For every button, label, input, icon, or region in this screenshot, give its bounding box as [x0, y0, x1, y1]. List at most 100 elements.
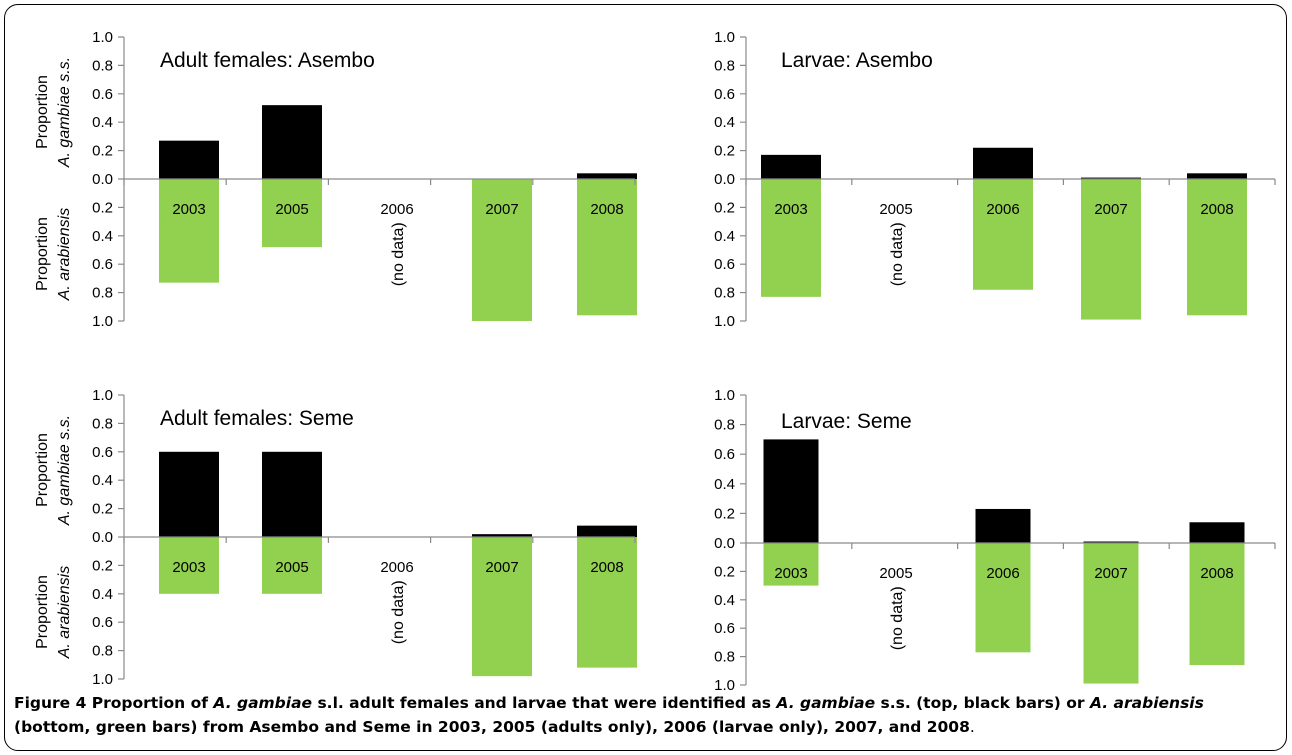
y-tick-label: 0.8 — [714, 57, 735, 74]
bar-gambiae-2008 — [577, 525, 637, 537]
category-label-2007: 2007 — [1094, 565, 1127, 582]
bar-arabiensis-2003 — [159, 537, 219, 594]
y-label-top-species: A. gambiae s.s. — [56, 415, 73, 526]
y-tick-label: 0.4 — [92, 472, 113, 489]
y-tick-label: 0.6 — [92, 614, 113, 631]
y-tick-label: 0.4 — [714, 476, 735, 493]
bar-gambiae-2008 — [1187, 173, 1247, 179]
bar-arabiensis-2008 — [1189, 543, 1245, 666]
caption-text-2: s.l. adult females and larvae that were … — [312, 694, 777, 712]
category-label-2003: 2003 — [774, 201, 807, 218]
y-tick-label: 0.6 — [92, 256, 113, 273]
y-tick-label: 0.6 — [714, 620, 735, 637]
y-tick-label: 0.6 — [714, 86, 735, 103]
no-data-annotation: (no data) — [889, 586, 906, 650]
y-label-top: Proportion — [34, 433, 51, 507]
y-label-bottom-species: A. arabiensis — [56, 208, 73, 302]
y-tick-label: 0.0 — [714, 171, 735, 188]
category-label-2006: 2006 — [986, 565, 1019, 582]
y-tick-label: 0.8 — [92, 57, 113, 74]
category-label-2005: 2005 — [275, 201, 308, 218]
y-tick-label: 0.0 — [92, 171, 113, 188]
bar-gambiae-2005 — [262, 105, 322, 179]
chart-title: Larvae: Seme — [781, 410, 912, 433]
y-tick-label: 0.2 — [92, 143, 113, 160]
bar-gambiae-2008 — [1189, 522, 1245, 543]
caption-species-2: A. gambiae — [776, 694, 876, 712]
bar-gambiae-2007 — [1083, 541, 1139, 543]
y-label-bottom-species: A. arabiensis — [56, 566, 73, 660]
category-label-2008: 2008 — [590, 559, 623, 576]
y-tick-label: 0.8 — [714, 417, 735, 434]
y-tick-label: 0.2 — [714, 563, 735, 580]
chart-panel-3: 0.0 0.2 0.4 0.6 0.8 1.0 0.2 0.4 0.6 0.8 1.0 2003 200… — [34, 387, 637, 688]
caption-text-4: (bottom, green bars) from Asembo and Sem… — [14, 718, 970, 736]
y-tick-label: 0.8 — [714, 649, 735, 666]
y-tick-label: 0.8 — [92, 415, 113, 432]
y-tick-label: 0.6 — [714, 256, 735, 273]
category-label-2003: 2003 — [774, 565, 807, 582]
y-tick-label: 1.0 — [714, 313, 735, 330]
bar-arabiensis-2006 — [975, 543, 1031, 653]
category-label-2008: 2008 — [1200, 201, 1233, 218]
y-tick-label: 0.2 — [714, 505, 735, 522]
bar-arabiensis-2008 — [577, 537, 637, 668]
bar-arabiensis-2007 — [472, 179, 532, 321]
category-label-2006: 2006 — [380, 559, 413, 576]
y-tick-label: 0.4 — [714, 228, 735, 245]
y-label-top: Proportion — [34, 75, 51, 149]
no-data-annotation: (no data) — [390, 222, 407, 286]
bar-gambiae-2006 — [973, 147, 1033, 179]
bar-gambiae-2005 — [262, 451, 322, 537]
category-label-2006: 2006 — [986, 201, 1019, 218]
y-tick-label: 0.2 — [92, 501, 113, 518]
bar-gambiae-2008 — [577, 173, 637, 179]
y-tick-label: 0.6 — [92, 86, 113, 103]
bar-arabiensis-2007 — [1083, 543, 1139, 684]
bar-arabiensis-2003 — [159, 179, 219, 283]
y-tick-label: 1.0 — [714, 29, 735, 46]
caption-text-1: Proportion of — [86, 694, 214, 712]
chart-panel-1: 0.0 0.2 0.4 0.6 0.8 1.0 0.2 0.4 0.6 0.8 1.0 2003 200… — [34, 29, 637, 330]
no-data-annotation: (no data) — [889, 222, 906, 286]
y-tick-label: 0.4 — [92, 228, 113, 245]
y-tick-label: 0.2 — [92, 557, 113, 574]
bar-arabiensis-2005 — [262, 537, 322, 594]
y-tick-label: 0.0 — [92, 529, 113, 546]
bar-arabiensis-2007 — [1081, 179, 1141, 320]
category-label-2006: 2006 — [380, 201, 413, 218]
chart-title: Larvae: Asembo — [781, 49, 933, 72]
chart-area: 0.0 0.2 0.4 0.6 0.8 1.0 0.2 0.4 0.6 0.8 1.0 2003 200… — [34, 29, 1276, 694]
caption-species-1: A. gambiae — [213, 694, 313, 712]
y-tick-label: 1.0 — [714, 677, 735, 694]
y-tick-label: 0.0 — [714, 535, 735, 552]
category-label-2007: 2007 — [485, 559, 518, 576]
y-label-bottom: Proportion — [34, 575, 51, 649]
y-tick-label: 0.4 — [714, 114, 735, 131]
y-tick-label: 0.2 — [92, 199, 113, 216]
bar-gambiae-2003 — [763, 439, 819, 543]
bar-gambiae-2006 — [975, 508, 1031, 543]
chart-title: Adult females: Asembo — [160, 49, 375, 72]
category-label-2008: 2008 — [1200, 565, 1233, 582]
y-tick-label: 1.0 — [92, 313, 113, 330]
category-label-2005: 2005 — [879, 201, 912, 218]
category-label-2005: 2005 — [275, 559, 308, 576]
y-tick-label: 0.8 — [92, 643, 113, 660]
bar-gambiae-2003 — [761, 154, 821, 179]
bar-arabiensis-2008 — [1187, 179, 1247, 316]
caption-label: Figure 4 — [14, 694, 87, 712]
category-label-2003: 2003 — [172, 559, 205, 576]
bar-arabiensis-2008 — [577, 179, 637, 316]
y-tick-label: 0.6 — [92, 444, 113, 461]
category-label-2008: 2008 — [590, 201, 623, 218]
figure-caption: Figure 4 Proportion of A. gambiae s.l. a… — [14, 691, 1284, 739]
y-tick-label: 0.8 — [92, 285, 113, 302]
bar-arabiensis-2007 — [472, 537, 532, 677]
caption-end: . — [969, 718, 975, 736]
chart-panel-2: 0.0 0.2 0.4 0.6 0.8 1.0 0.2 0.4 0.6 0.8 1.0 2003 200… — [714, 29, 1276, 330]
y-tick-label: 1.0 — [714, 387, 735, 404]
category-label-2005: 2005 — [879, 565, 912, 582]
y-tick-label: 0.4 — [714, 592, 735, 609]
y-label-top-species: A. gambiae s.s. — [56, 57, 73, 168]
